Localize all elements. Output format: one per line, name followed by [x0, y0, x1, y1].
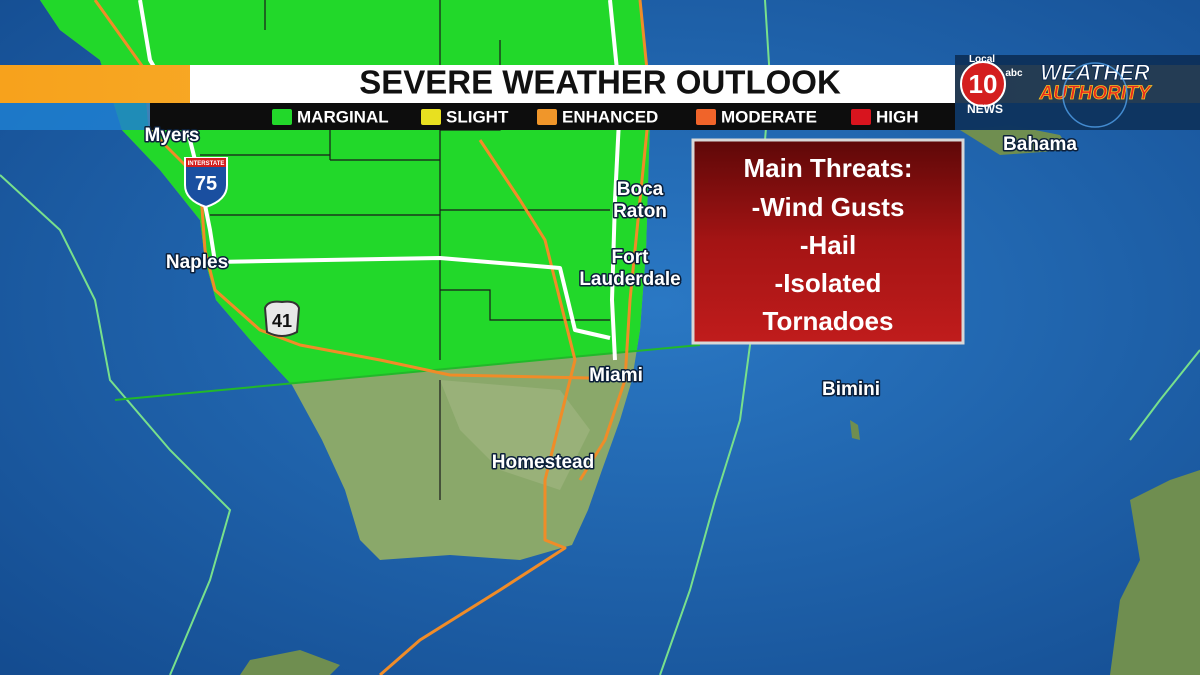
legend-label: HIGH: [876, 107, 919, 126]
island: [1110, 470, 1200, 675]
city-label: Bahama: [1003, 134, 1077, 155]
logo-number: 10: [969, 69, 998, 99]
city-label: Homestead: [492, 452, 594, 473]
legend-swatch: [851, 109, 871, 125]
title-bar: [190, 65, 955, 103]
legend-swatch: [421, 109, 441, 125]
island: [240, 650, 340, 675]
interstate-shield: INTERSTATE 75: [184, 157, 228, 209]
shield-top: [186, 158, 226, 167]
legend-swatch: [696, 109, 716, 125]
city-label: Bimini: [822, 379, 880, 400]
threats-title: Main Threats:: [743, 153, 912, 183]
depth-contour: [1129, 349, 1200, 441]
threat-item: -Isolated: [775, 268, 882, 298]
road: [379, 139, 577, 675]
risk-boundary: [114, 344, 701, 401]
shield-number: 41: [272, 311, 292, 331]
shield-top-text: INTERSTATE: [188, 161, 225, 167]
logo-ring: [1062, 62, 1128, 128]
threats-box: Main Threats: -Wind Gusts -Hail -Isolate…: [691, 138, 965, 345]
threat-item: Tornadoes: [763, 306, 894, 336]
logo-news: NEWS: [967, 102, 1003, 116]
city-label: Raton: [613, 201, 667, 222]
city-label: Fort: [612, 247, 650, 268]
legend-label: ENHANCED: [562, 107, 658, 126]
island: [850, 420, 860, 440]
threats-panel: [691, 138, 965, 345]
title: SEVERE WEATHER OUTLOOK: [359, 64, 841, 101]
legend-swatch: [272, 109, 292, 125]
island: [960, 125, 1070, 155]
city-label: Boca: [617, 179, 664, 200]
shield-shape: [263, 300, 301, 337]
station-logo: Local 10 abc NEWS WEATHER AUTHORITY: [955, 54, 1200, 130]
logo-brand: AUTHORITY: [1039, 83, 1153, 104]
logo-brand: WEATHER: [1040, 60, 1150, 85]
threat-item: -Wind Gusts: [752, 192, 905, 222]
logo-local: Local: [969, 54, 995, 65]
logo-network: abc: [1005, 68, 1023, 79]
us-route-shield: 41: [263, 300, 301, 337]
legend-label: MODERATE: [721, 107, 817, 126]
legend: MARGINAL SLIGHT ENHANCED MODERATE HIGH: [272, 107, 919, 126]
logo-circle: [960, 61, 1006, 107]
legend-label: MARGINAL: [297, 107, 389, 126]
threat-item: -Hail: [800, 230, 856, 260]
city-label: Miami: [589, 365, 643, 386]
city-label: Lauderdale: [579, 269, 680, 290]
depth-contour: [0, 174, 232, 675]
city-label: Naples: [166, 252, 228, 273]
legend-label: SLIGHT: [446, 107, 509, 126]
shield-number: 75: [195, 173, 217, 195]
shield-shape: [184, 157, 228, 209]
city-label: Myers: [145, 125, 200, 146]
everglades: [440, 380, 590, 490]
legend-swatch: [537, 109, 557, 125]
